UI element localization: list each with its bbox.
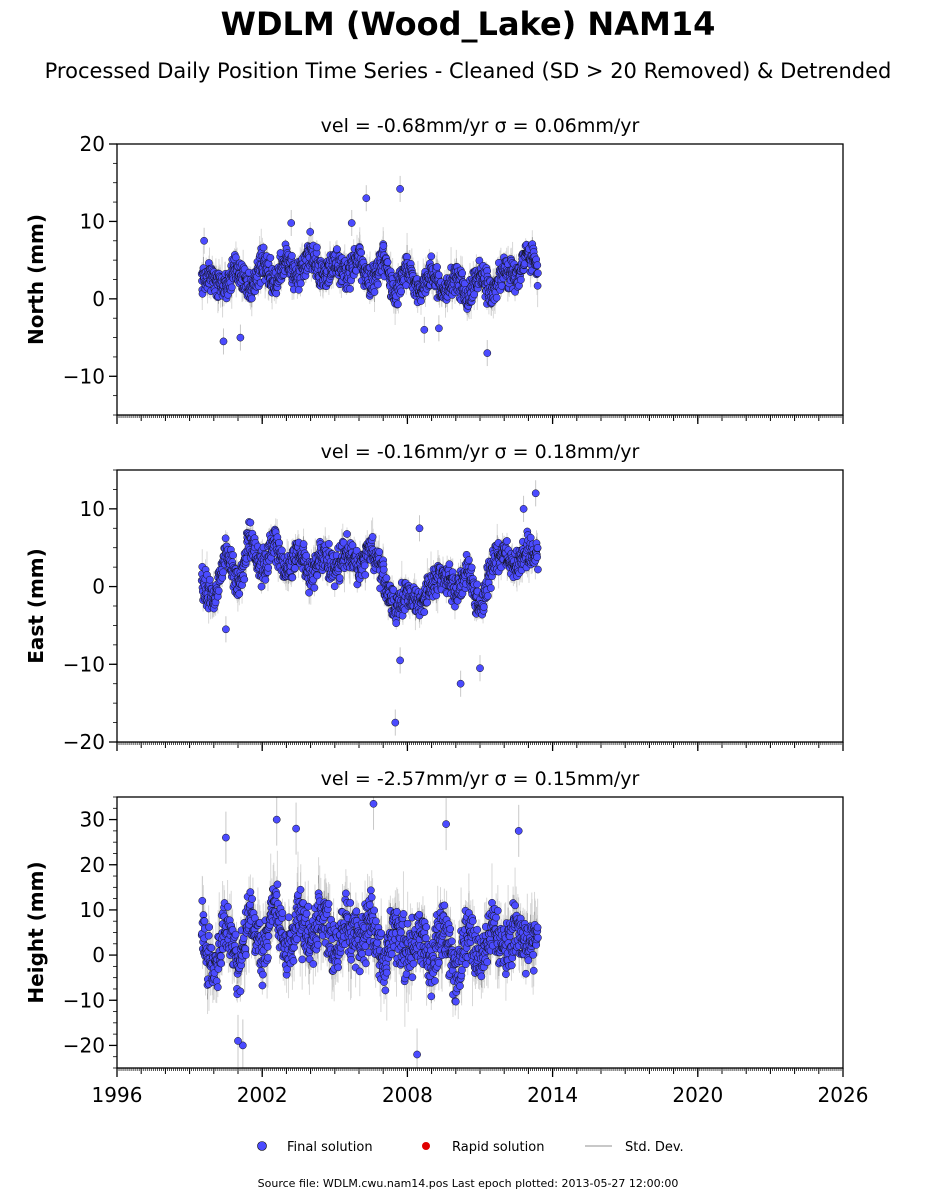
north-outlier-point (347, 219, 356, 227)
north-data-point (379, 241, 388, 250)
north-y-tick-label: −10 (63, 364, 105, 388)
north-data-point (374, 280, 382, 289)
east-y-axis-label: East (mm) (24, 548, 48, 664)
north-data-point (475, 256, 484, 265)
north-outlier-point (420, 325, 429, 334)
figure-subtitle: Processed Daily Position Time Series - C… (45, 59, 892, 83)
north-data-point (232, 253, 240, 262)
north-y-tick-label: 0 (92, 287, 105, 311)
north-data-point (294, 285, 303, 294)
north-y-tick-label: 10 (80, 209, 105, 233)
east-plot-area (197, 480, 542, 736)
north-outlier-point (396, 185, 404, 193)
north-panel-title: vel = -0.68mm/yr σ = 0.06mm/yr (321, 115, 640, 137)
east-data-point (205, 575, 214, 584)
north-data-point (534, 269, 542, 277)
east-data-point (229, 551, 237, 560)
north-data-point (259, 243, 268, 252)
east-panel-title: vel = -0.16mm/yr σ = 0.18mm/yr (321, 441, 640, 463)
north-outlier-point (362, 194, 371, 203)
north-outlier-point (236, 333, 245, 342)
panel-north: vel = -0.68mm/yr σ = 0.06mm/yr North (mm)… (24, 115, 844, 424)
figure-title: WDLM (Wood_Lake) NAM14 (221, 5, 716, 43)
north-outlier-point (287, 219, 296, 227)
north-data-point (370, 288, 379, 296)
north-plot-area (197, 175, 542, 367)
east-data-point (214, 586, 223, 595)
north-y-tick-label: 20 (80, 132, 105, 156)
north-data-point (288, 251, 296, 260)
north-data-point (492, 293, 501, 302)
north-data-point (357, 248, 366, 257)
north-y-axis-label: North (mm) (24, 214, 48, 345)
north-data-point (383, 258, 392, 267)
north-data-point (458, 269, 467, 278)
north-data-point (533, 261, 542, 270)
north-outlier-point (200, 236, 208, 245)
north-data-point (346, 284, 354, 293)
north-data-point (434, 271, 443, 279)
east-data-point (219, 568, 227, 577)
north-outlier-point (483, 349, 492, 357)
north-data-point (266, 253, 275, 262)
east-data-point (221, 534, 230, 543)
north-data-point (296, 279, 305, 288)
north-data-point (533, 281, 542, 290)
north-data-point (427, 252, 436, 261)
north-data-point (227, 283, 236, 292)
north-data-point (470, 290, 479, 299)
north-outlier-point (435, 324, 443, 333)
north-data-point (247, 294, 256, 303)
north-data-point (333, 245, 341, 253)
north-data-point (433, 263, 441, 271)
north-data-point (306, 228, 315, 236)
north-data-point (397, 287, 406, 296)
north-data-point (417, 297, 425, 305)
north-outlier-point (219, 337, 228, 346)
north-data-point (313, 243, 321, 252)
north-data-point (517, 275, 525, 284)
north-data-point (394, 300, 402, 309)
